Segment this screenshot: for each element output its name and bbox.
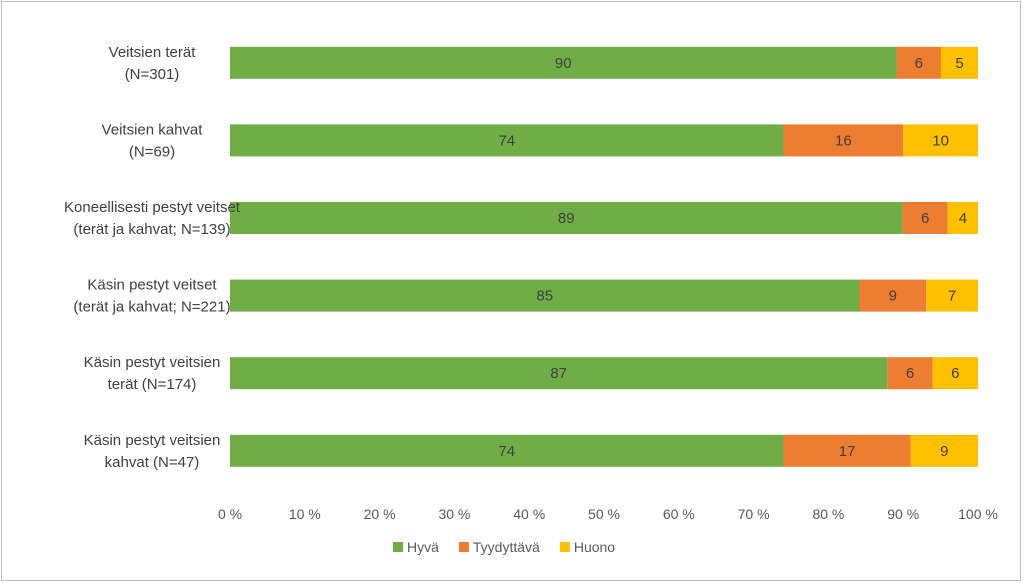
bar-segment: [230, 279, 860, 312]
bar-segment: [230, 124, 784, 157]
x-tick-label: 60 %: [663, 506, 695, 522]
x-tick-label: 100 %: [958, 506, 998, 522]
x-tick-label: 70 %: [738, 506, 770, 522]
category-label: (terät ja kahvat; N=139): [73, 221, 230, 238]
legend-label: Tyydyttävä: [473, 539, 540, 555]
data-label: 16: [835, 132, 852, 149]
bar-segment: [902, 202, 948, 234]
data-label: 6: [915, 55, 923, 72]
data-label: 6: [921, 210, 929, 227]
bar-segment: [947, 202, 978, 234]
category-label: (N=69): [129, 143, 175, 160]
data-label: 89: [558, 210, 575, 227]
category-label: (terät ja kahvat; N=221): [73, 299, 230, 316]
legend: Hyvä Tyydyttävä Huono: [393, 539, 615, 555]
bar-segment: [230, 357, 888, 390]
category-label: Käsin pestyt veitsien: [84, 432, 221, 449]
data-label: 4: [959, 210, 967, 227]
x-tick-label: 80 %: [812, 506, 844, 522]
data-label: 5: [955, 55, 963, 72]
legend-label: Huono: [574, 539, 615, 555]
category-label: Käsin pestyt veitsien: [84, 354, 221, 371]
bar-segment: [896, 46, 941, 79]
bar-segment: [910, 434, 978, 467]
bar-segment: [783, 124, 904, 157]
category-label: Koneellisesti pestyt veitset: [64, 199, 241, 216]
bar-segment: [903, 124, 978, 157]
bar-segment: [926, 279, 978, 312]
x-axis: 0 % 10 % 20 % 30 % 40 % 50 % 60 % 70 % 80 % 90 % 1…: [218, 506, 998, 522]
legend-swatch: [393, 542, 403, 552]
legend-label: Hyvä: [407, 539, 439, 555]
x-tick-label: 10 %: [289, 506, 321, 522]
bar-segment: [230, 202, 903, 234]
category-label: Veitsien kahvat: [102, 121, 204, 138]
data-label: 9: [889, 288, 897, 305]
data-label: 87: [550, 365, 567, 382]
category-label: Käsin pestyt veitset: [87, 277, 217, 294]
data-label: 74: [498, 443, 515, 460]
x-tick-label: 20 %: [364, 506, 396, 522]
bars-layer: 90 6 5 74 16 10 89 6 4 85 9 7 87 6 6 74 17 9: [230, 46, 978, 467]
category-label: kahvat (N=47): [105, 454, 200, 471]
data-label: 9: [940, 443, 948, 460]
bar-segment: [940, 46, 978, 79]
legend-swatch: [559, 542, 570, 552]
bar-segment: [932, 357, 978, 390]
category-label: Veitsien terät: [109, 44, 197, 61]
x-tick-label: 0 %: [218, 506, 242, 522]
data-label: 74: [498, 132, 515, 149]
x-tick-label: 40 %: [513, 506, 545, 522]
category-label: terät (N=174): [108, 376, 197, 393]
data-label: 90: [555, 55, 572, 72]
x-tick-label: 30 %: [438, 506, 470, 522]
bar-segment: [783, 434, 911, 467]
legend-swatch: [458, 542, 469, 552]
x-tick-label: 90 %: [887, 506, 919, 522]
bar-segment: [230, 434, 784, 467]
data-label: 6: [906, 365, 914, 382]
bar-segment: [859, 279, 927, 312]
data-label: 17: [839, 443, 856, 460]
data-label: 10: [932, 132, 949, 149]
category-label: (N=301): [125, 66, 180, 83]
bar-segment: [887, 357, 933, 390]
bar-segment: [230, 46, 897, 79]
category-labels: Veitsien terät (N=301) Veitsien kahvat (N=6…: [64, 44, 241, 471]
data-label: 7: [948, 288, 956, 305]
data-label: 85: [536, 288, 553, 305]
x-tick-label: 50 %: [588, 506, 620, 522]
data-label: 6: [951, 365, 959, 382]
